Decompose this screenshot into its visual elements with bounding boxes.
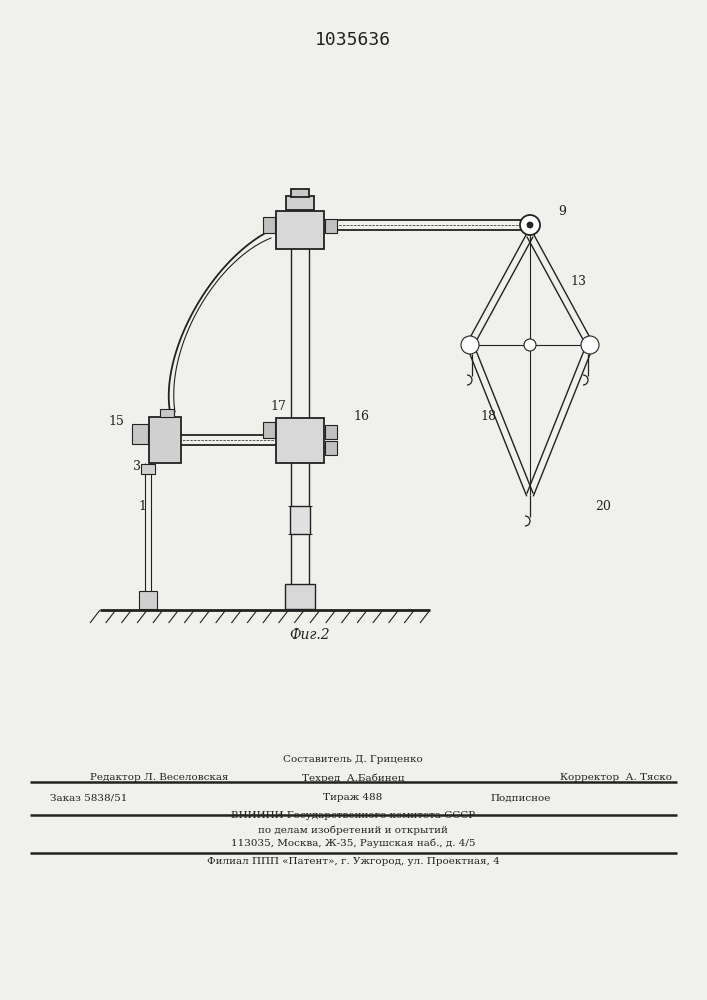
Bar [291, 189, 309, 197]
Text: 1: 1 [138, 500, 146, 513]
Text: 13: 13 [570, 275, 586, 288]
Text: Составитель Д. Гриценко: Составитель Д. Гриценко [283, 756, 423, 764]
Text: 20: 20 [595, 500, 611, 513]
Circle shape [524, 339, 536, 351]
Bar [325, 219, 337, 233]
Text: 9: 9 [558, 205, 566, 218]
Bar [132, 424, 148, 444]
Text: Фиг.2: Фиг.2 [290, 628, 330, 642]
Text: Редактор Л. Веселовская: Редактор Л. Веселовская [90, 774, 228, 782]
Text: 15: 15 [108, 415, 124, 428]
Text: 17: 17 [270, 400, 286, 413]
Bar [263, 217, 275, 233]
Text: по делам изобретений и открытий: по делам изобретений и открытий [258, 825, 448, 835]
Bar [325, 441, 337, 455]
Text: ВНИИПИ Государственного комитета СССР: ВНИИПИ Государственного комитета СССР [231, 810, 475, 820]
Text: 3: 3 [133, 460, 141, 473]
Circle shape [581, 336, 599, 354]
Text: Подписное: Подписное [490, 794, 550, 802]
Bar [286, 196, 314, 210]
Bar [149, 417, 181, 463]
Text: Тираж 488: Тираж 488 [323, 794, 382, 802]
Bar [276, 418, 324, 462]
Text: Заказ 5838/51: Заказ 5838/51 [50, 794, 127, 802]
Circle shape [527, 223, 532, 228]
Circle shape [520, 215, 540, 235]
Bar [290, 506, 310, 534]
Bar [325, 425, 337, 439]
Bar [141, 464, 155, 474]
Text: 1035636: 1035636 [315, 31, 391, 49]
Circle shape [461, 336, 479, 354]
Text: Филиал ППП «Патент», г. Ужгород, ул. Проектная, 4: Филиал ППП «Патент», г. Ужгород, ул. Про… [206, 857, 499, 866]
Text: 18: 18 [480, 410, 496, 423]
Bar [276, 211, 324, 249]
Bar [285, 584, 315, 608]
Text: 16: 16 [353, 410, 369, 423]
Text: Техред  А.Бабинец: Техред А.Бабинец [302, 773, 404, 783]
Text: Корректор  А. Тяско: Корректор А. Тяско [560, 774, 672, 782]
Bar [160, 409, 174, 417]
Bar [139, 591, 157, 609]
Bar [263, 422, 275, 438]
Text: 113035, Москва, Ж-35, Раушская наб., д. 4/5: 113035, Москва, Ж-35, Раушская наб., д. … [230, 838, 475, 848]
